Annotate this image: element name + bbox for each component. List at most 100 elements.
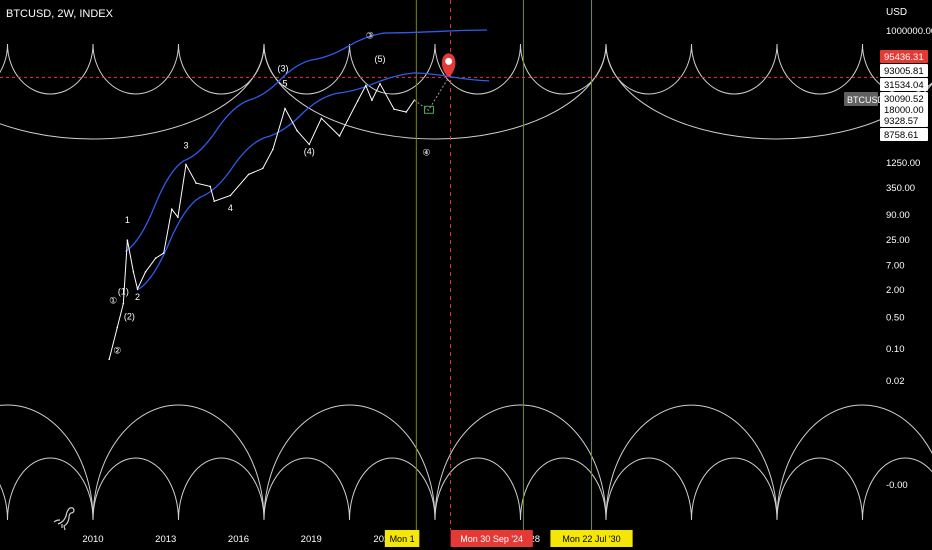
price-point: [247, 173, 250, 176]
price-label: 31534.04: [884, 80, 924, 91]
wave-label: ②: [113, 346, 121, 356]
price-point: [122, 302, 125, 305]
cycle-arc-bottom: [263, 404, 436, 521]
price-point: [272, 148, 274, 151]
price-label: 18000.00: [884, 105, 924, 116]
date-label-box: [550, 530, 633, 547]
projection-line: [414, 77, 450, 112]
x-tick-label: 2019: [301, 534, 322, 545]
cycle-arc-top: [92, 43, 179, 95]
symbol-header[interactable]: BTCUSD, 2W, INDEX: [6, 8, 114, 20]
price-label: 30090.52: [884, 94, 924, 105]
y-tick-label: 25.00: [886, 235, 910, 246]
cycle-arc-bottom-small: [776, 457, 863, 521]
cycle-arc-bottom: [434, 404, 607, 521]
wave-label: (2): [124, 311, 135, 321]
price-point: [356, 100, 359, 102]
x-tick-label: 2022: [373, 534, 394, 545]
y-tick-label: 2.00: [886, 285, 905, 296]
price-label-box: [880, 114, 928, 127]
cycle-arc-top: [776, 43, 863, 95]
wave-label: 4: [228, 203, 233, 213]
cycle-arc-top-wide: [263, 43, 607, 140]
price-point: [338, 135, 341, 137]
wave-label: 5: [282, 79, 287, 89]
y-tick-label: 1000000.00: [886, 26, 932, 37]
price-label-box: [880, 92, 928, 105]
price-point: [171, 208, 173, 210]
cycle-arc-top-wide: [605, 43, 932, 140]
cycle-arc-bottom: [776, 404, 932, 521]
price-point: [261, 167, 264, 170]
cycle-arc-bottom: [0, 404, 94, 521]
cycle-arc-top: [349, 43, 436, 95]
cycle-arc-bottom: [92, 404, 265, 521]
x-tick-label: 2010: [82, 534, 103, 545]
cycle-arc-bottom-small: [92, 457, 179, 521]
x-tick-label: 2013: [155, 534, 176, 545]
cycle-arc-top: [691, 43, 778, 95]
price-label-box: [880, 103, 928, 116]
price-point: [108, 358, 110, 361]
price-point: [195, 182, 197, 184]
projection-box: [423, 105, 434, 114]
price-point: [393, 108, 395, 111]
symbol-tag-box: [844, 92, 878, 106]
projection-path: [414, 77, 450, 114]
price-series: [108, 82, 416, 361]
channel-upper-line: [124, 29, 488, 253]
price-label: 93005.81: [884, 66, 924, 77]
vertical-markers: [415, 0, 593, 530]
price-point: [365, 84, 367, 87]
price-point: [371, 99, 373, 102]
price-point: [162, 252, 165, 254]
y-tick-label: 350.00: [886, 183, 915, 194]
date-label-box: [384, 530, 420, 547]
cycle-arc-top: [0, 43, 8, 74]
date-label: Mon 30 Sep '24: [460, 534, 523, 544]
wave-label: (3): [277, 63, 288, 73]
cycle-arc-bottom: [605, 404, 778, 521]
price-label: 9328.57: [884, 116, 918, 127]
price-point: [154, 257, 157, 260]
price-point: [144, 271, 147, 273]
cycle-arc-bottom-small: [0, 483, 8, 521]
wave-label: (5): [374, 54, 385, 64]
price-label: 8758.61: [884, 130, 918, 141]
wave-label: 3: [183, 140, 188, 150]
wave-label: ③: [366, 31, 374, 41]
price-channel: [124, 29, 490, 291]
cycle-arc-bottom-small: [349, 457, 436, 521]
x-tick-label: 2016: [228, 534, 249, 545]
dinosaur-logo-icon: [53, 507, 75, 531]
pin-body: [441, 53, 456, 78]
price-point: [177, 216, 179, 218]
price-point: [379, 82, 381, 85]
y-tick-label: 0.50: [886, 312, 905, 323]
date-label-box: [450, 530, 533, 547]
price-point: [284, 107, 286, 110]
wave-label: ①: [109, 296, 117, 306]
currency-label: USD: [886, 7, 907, 18]
y-tick-label: 0.10: [886, 344, 905, 355]
wave-label: 2: [135, 292, 140, 302]
cycle-arcs: [0, 43, 932, 521]
price-point: [320, 117, 323, 120]
y-tick-label: 1250.00: [886, 158, 920, 169]
wave-label: (4): [304, 147, 315, 157]
price-point: [116, 326, 119, 329]
price-point: [308, 143, 311, 146]
price-point: [136, 288, 139, 290]
cycle-arc-bottom-small: [605, 457, 692, 521]
cycle-arc-bottom-small: [520, 457, 607, 521]
price-point: [213, 200, 216, 202]
cycle-arc-bottom-small: [691, 457, 778, 521]
cycle-arc-bottom-small: [7, 457, 94, 521]
date-label: Mon 22 Jul '30: [562, 534, 620, 544]
price-point: [132, 271, 135, 273]
price-axis: 1000000.00 1250.00 350.00 90.00 25.00 7.00 2.0…: [844, 26, 932, 491]
target-pin-icon[interactable]: [441, 53, 456, 78]
